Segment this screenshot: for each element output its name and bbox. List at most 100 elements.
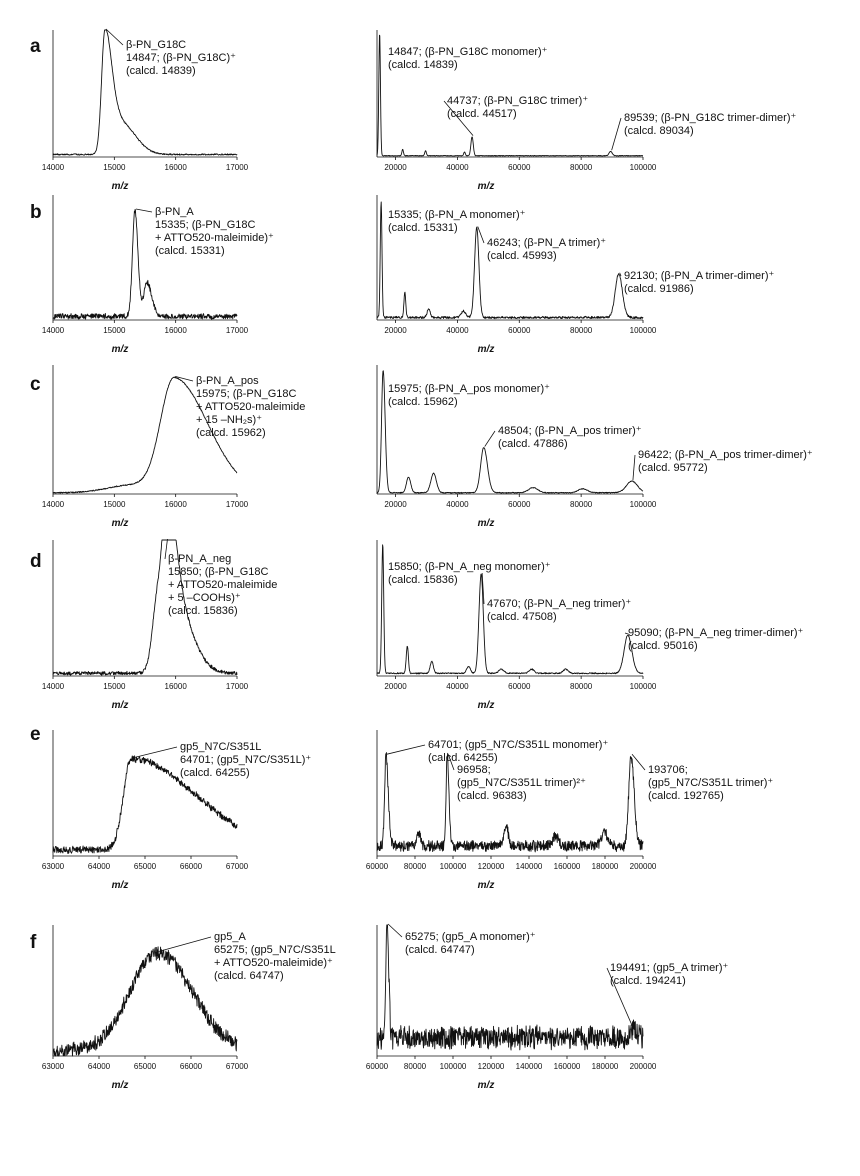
x-tick-label: 60000 bbox=[508, 163, 531, 172]
annotation-text: gp5_A bbox=[214, 931, 246, 943]
annotation-text: (calcd. 192765) bbox=[648, 790, 724, 802]
annotation-text: 96422; (β-PN_A_pos trimer-dimer)⁺ bbox=[638, 449, 813, 461]
annotation-text: (calcd. 96383) bbox=[457, 790, 527, 802]
panel-letter: e bbox=[30, 724, 41, 745]
annotation-leader-line bbox=[606, 967, 634, 1029]
x-tick-label: 17000 bbox=[226, 163, 249, 172]
annotation-text: 92130; (β-PN_A trimer-dimer)⁺ bbox=[624, 270, 774, 282]
x-tick-label: 80000 bbox=[404, 862, 427, 871]
x-tick-label: 120000 bbox=[478, 862, 505, 871]
x-tick-label: 65000 bbox=[134, 862, 157, 871]
annotation-text: (calcd. 44517) bbox=[447, 108, 517, 120]
chart-axes: 14000 15000 16000 17000 bbox=[42, 365, 249, 509]
x-tick-label: 16000 bbox=[165, 682, 188, 691]
x-tick-label: 64000 bbox=[88, 862, 111, 871]
annotation-text: (gp5_N7C/S351L trimer)²⁺ bbox=[457, 777, 586, 789]
annotation-text: 46243; (β-PN_A trimer)⁺ bbox=[487, 237, 606, 249]
x-tick-label: 80000 bbox=[570, 163, 593, 172]
x-tick-label: 17000 bbox=[226, 326, 249, 335]
annotation-text: (calcd. 194241) bbox=[610, 975, 686, 987]
annotation-text: β-PN_A bbox=[155, 206, 194, 218]
annotation-text: 95090; (β-PN_A_neg trimer-dimer)⁺ bbox=[628, 627, 804, 639]
annotation-text: β-PN_A_neg bbox=[168, 553, 231, 565]
spectrum-line bbox=[52, 29, 238, 156]
annotation-text: 194491; (gp5_A trimer)⁺ bbox=[610, 962, 729, 974]
chart-b-full: 20000 40000 60000 80000 100000 m/z 15335; (β-P… bbox=[376, 195, 774, 355]
x-tick-label: 100000 bbox=[630, 163, 657, 172]
annotation-text: (calcd. 15331) bbox=[155, 245, 225, 257]
annotation-text: 64701; (gp5_N7C/S351L monomer)⁺ bbox=[428, 739, 608, 751]
x-axis-label: m/z bbox=[112, 880, 129, 891]
peak-annotation: 15850; (β-PN_A_neg monomer)⁺(calcd. 1583… bbox=[388, 561, 551, 586]
spectrum-line bbox=[376, 34, 644, 157]
x-axis-label: m/z bbox=[478, 518, 495, 529]
spectrum-line bbox=[376, 370, 644, 494]
x-axis-label: m/z bbox=[112, 181, 129, 192]
chart-axes: 20000 40000 60000 80000 100000 bbox=[376, 30, 657, 172]
x-tick-label: 20000 bbox=[384, 326, 407, 335]
x-tick-label: 16000 bbox=[165, 500, 188, 509]
annotation-text: (calcd. 64747) bbox=[405, 944, 475, 956]
annotation-text: 47670; (β-PN_A_neg trimer)⁺ bbox=[487, 598, 631, 610]
chart-axes: 14000 15000 16000 17000 bbox=[42, 195, 249, 335]
x-tick-label: 67000 bbox=[226, 862, 249, 871]
peak-annotation: 48504; (β-PN_A_pos trimer)⁺(calcd. 47886… bbox=[484, 425, 642, 450]
chart-axes: 60000 80000 100000 120000 140000 160000 180000… bbox=[366, 925, 657, 1071]
annotation-text: 15975; (β-PN_G18C bbox=[196, 388, 297, 400]
x-tick-label: 63000 bbox=[42, 862, 65, 871]
annotation-text: (calcd. 15962) bbox=[196, 427, 266, 439]
annotation-text: (calcd. 89034) bbox=[624, 125, 694, 137]
annotation-text: + ATTO520-maleimide bbox=[168, 579, 277, 591]
peak-annotation: 46243; (β-PN_A trimer)⁺(calcd. 45993) bbox=[477, 226, 606, 262]
x-tick-label: 100000 bbox=[440, 1062, 467, 1071]
x-tick-label: 16000 bbox=[165, 326, 188, 335]
chart-d-full: 20000 40000 60000 80000 100000 m/z 15850; (β-P… bbox=[376, 540, 804, 711]
chart-c-full: 20000 40000 60000 80000 100000 m/z 15975; (β-P… bbox=[376, 365, 813, 529]
annotation-text: (gp5_N7C/S351L trimer)⁺ bbox=[648, 777, 773, 789]
annotation-text: 14847; (β-PN_G18C)⁺ bbox=[126, 52, 236, 64]
chart-axes: 20000 40000 60000 80000 100000 bbox=[376, 365, 657, 509]
peak-annotation: 44737; (β-PN_G18C trimer)⁺(calcd. 44517) bbox=[443, 95, 588, 136]
spectrum-line bbox=[52, 208, 238, 320]
peak-annotation: 89539; (β-PN_G18C trimer-dimer)⁺(calcd. … bbox=[611, 112, 796, 151]
annotation-text: 15335; (β-PN_G18C bbox=[155, 219, 256, 231]
annotation-text: + ATTO520-maleimide bbox=[196, 401, 305, 413]
annotation-text: (calcd. 14839) bbox=[126, 65, 196, 77]
chart-axes: 63000 64000 65000 66000 67000 bbox=[42, 925, 249, 1071]
x-tick-label: 65000 bbox=[134, 1062, 157, 1071]
annotation-leader-line bbox=[477, 226, 485, 244]
peak-annotation: 15335; (β-PN_A monomer)⁺(calcd. 15331) bbox=[388, 209, 526, 234]
annotation-text: (calcd. 64255) bbox=[180, 767, 250, 779]
chart-e-full: 60000 80000 100000 120000 140000 160000 180000… bbox=[366, 730, 773, 891]
spectrum-line bbox=[376, 201, 644, 320]
peak-annotation: 95090; (β-PN_A_neg trimer-dimer)⁺(calcd.… bbox=[624, 627, 804, 652]
annotation-text: 89539; (β-PN_G18C trimer-dimer)⁺ bbox=[624, 112, 796, 124]
x-tick-label: 14000 bbox=[42, 163, 65, 172]
annotation-leader-line bbox=[443, 100, 474, 136]
annotation-leader-line bbox=[386, 744, 426, 755]
chart-axes: 20000 40000 60000 80000 100000 bbox=[376, 195, 657, 335]
x-tick-label: 66000 bbox=[180, 1062, 203, 1071]
annotation-leader-line bbox=[175, 375, 194, 382]
annotation-leader-line bbox=[624, 632, 629, 635]
annotation-text: 44737; (β-PN_G18C trimer)⁺ bbox=[447, 95, 588, 107]
annotation-leader-line bbox=[132, 746, 178, 759]
panel-letter: c bbox=[30, 374, 41, 395]
x-tick-label: 15000 bbox=[103, 326, 126, 335]
x-axis-label: m/z bbox=[112, 1080, 129, 1091]
spectrum-line bbox=[52, 755, 238, 854]
annotation-leader-line bbox=[632, 454, 636, 481]
annotation-leader-line bbox=[158, 936, 212, 952]
peak-annotation: 96422; (β-PN_A_pos trimer-dimer)⁺(calcd.… bbox=[632, 449, 813, 481]
chart-axes: 14000 15000 16000 17000 bbox=[42, 540, 249, 691]
annotation-text: 64701; (gp5_N7C/S351L)⁺ bbox=[180, 754, 311, 766]
x-tick-label: 14000 bbox=[42, 326, 65, 335]
annotation-leader-line bbox=[481, 572, 485, 605]
x-tick-label: 20000 bbox=[384, 682, 407, 691]
x-tick-label: 40000 bbox=[446, 326, 469, 335]
spectrum-line bbox=[52, 946, 238, 1057]
x-tick-label: 67000 bbox=[226, 1062, 249, 1071]
x-tick-label: 14000 bbox=[42, 500, 65, 509]
